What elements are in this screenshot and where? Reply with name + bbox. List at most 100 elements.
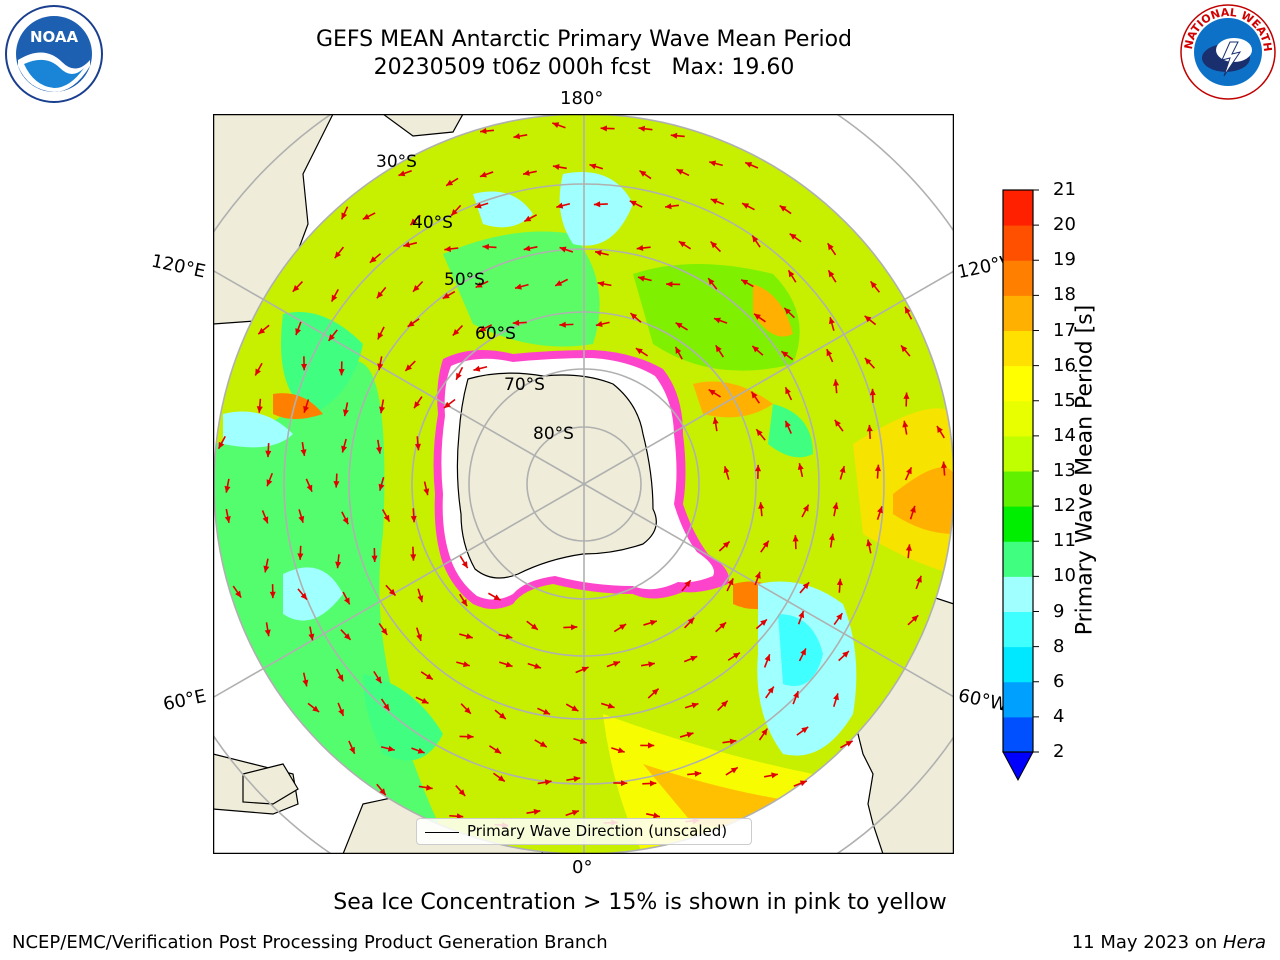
wave-arrow-head xyxy=(480,127,487,135)
wave-arrow-head xyxy=(383,703,390,711)
wave-arrow-head xyxy=(675,346,682,354)
wave-arrow-head xyxy=(589,163,597,170)
wave-arrow-head xyxy=(802,582,810,590)
wave-arrow-head xyxy=(342,517,349,525)
wave-arrow-head xyxy=(571,705,579,712)
wave-arrow-head xyxy=(767,686,774,694)
wave-arrow-head xyxy=(559,246,567,253)
sea-ice-caption: Sea Ice Concentration > 15% is shown in … xyxy=(333,890,947,915)
wave-arrow-head xyxy=(613,661,620,667)
wave-arrow-head xyxy=(678,241,686,248)
wave-arrow-head xyxy=(539,741,547,748)
wave-arrow-head xyxy=(764,654,771,662)
lon-label-180: 180° xyxy=(560,88,604,109)
wave-arrow-head xyxy=(456,372,462,380)
wave-arrow-head xyxy=(752,235,759,243)
wave-arrow-head xyxy=(308,633,315,641)
wave-arrow-head xyxy=(479,171,487,178)
wave-arrow-head xyxy=(715,345,722,353)
wave-arrow-head xyxy=(789,233,797,240)
wave-arrow-head xyxy=(785,387,791,395)
wave-arrow-head xyxy=(579,738,587,744)
wave-arrow-head xyxy=(754,571,761,579)
lat-label-80s: 80°S xyxy=(533,424,574,444)
wave-arrow-head xyxy=(833,693,839,701)
wave-arrow-head xyxy=(256,406,263,413)
noaa-logo: NOAA xyxy=(5,5,103,103)
wave-arrow-head xyxy=(788,270,795,278)
wave-arrow-head xyxy=(745,162,753,168)
wave-arrow-head xyxy=(255,368,261,376)
wave-arrow-head xyxy=(832,379,840,386)
wave-arrow-head xyxy=(826,349,833,357)
wave-arrow-head xyxy=(636,244,644,252)
wave-arrow-head xyxy=(473,365,481,372)
wave-arrow-head xyxy=(300,592,307,600)
wave-arrow-head xyxy=(297,553,304,560)
colorbar-segment xyxy=(1003,716,1033,753)
wave-arrow-head xyxy=(410,218,417,226)
wave-arrow-head xyxy=(377,332,384,340)
wave-arrow-head xyxy=(593,201,601,208)
wave-arrow-head xyxy=(543,708,551,715)
wave-arrow-head xyxy=(479,325,487,332)
chart-title: GEFS MEAN Antarctic Primary Wave Mean Pe… xyxy=(315,27,853,52)
wave-arrow-head xyxy=(686,731,694,738)
wave-arrow-head xyxy=(338,369,345,376)
wave-arrow-head xyxy=(639,170,647,177)
wave-arrow-head xyxy=(836,578,843,586)
lon-label-60e: 60°E xyxy=(161,685,208,716)
wave-arrow-head xyxy=(760,619,767,626)
wave-arrow-head xyxy=(266,479,273,487)
wave-arrow-head xyxy=(405,364,413,371)
wave-arrow-head xyxy=(828,533,835,541)
lat-label-70s: 70°S xyxy=(504,375,545,395)
wave-arrow-head xyxy=(653,812,660,819)
wave-arrow-head xyxy=(337,674,344,682)
wave-arrow-head xyxy=(494,747,502,754)
wave-arrow-head xyxy=(708,278,715,285)
wave-arrow-head xyxy=(607,702,615,709)
wave-arrow-head xyxy=(461,561,468,569)
wave-arrow-head xyxy=(377,363,384,371)
wave-arrow-head xyxy=(730,767,738,774)
colorbar-tick-label: 17 xyxy=(1053,319,1076,341)
wave-arrow-head xyxy=(905,544,912,551)
colorbar-tick-label: 9 xyxy=(1053,600,1065,622)
wave-arrow-head xyxy=(523,245,531,252)
colorbar-tick-label: 11 xyxy=(1053,530,1076,552)
wave-arrow-head xyxy=(218,441,225,449)
wave-arrow-head xyxy=(383,514,390,522)
wave-arrow-head xyxy=(798,611,805,619)
wave-arrow-head xyxy=(442,292,450,299)
colorbar-tick-label: 8 xyxy=(1053,635,1065,657)
wave-arrow-head xyxy=(675,322,683,329)
colorbar-segment xyxy=(1003,506,1033,542)
wave-arrow-head xyxy=(381,627,388,635)
wave-arrow-head xyxy=(533,808,541,815)
wave-arrow-head xyxy=(306,484,313,492)
wave-arrow-head xyxy=(263,565,270,573)
wave-arrow-head xyxy=(534,663,542,669)
lon-label-120e: 120°E xyxy=(149,250,208,283)
wave-arrow-head xyxy=(729,738,737,745)
wave-arrow-head xyxy=(864,315,872,323)
wave-arrow-head xyxy=(524,215,532,222)
wave-arrow-head xyxy=(797,463,804,470)
wave-arrow-head xyxy=(224,485,231,493)
chart-subtitle: 20230509 t06z 000h fcst Max: 19.60 xyxy=(373,55,795,80)
wave-arrow-head xyxy=(635,348,643,355)
wave-arrow-head xyxy=(916,575,922,583)
wave-arrow-head xyxy=(465,633,473,640)
wave-arrow-head xyxy=(265,450,272,458)
wave-arrow-head xyxy=(375,676,382,684)
wave-arrow-head xyxy=(512,319,520,326)
wave-arrow-head xyxy=(556,202,564,209)
wave-arrow-head xyxy=(378,483,385,491)
colorbar-segment xyxy=(1003,681,1033,718)
wave-arrow-head xyxy=(338,708,344,716)
wave-arrow-head xyxy=(637,275,645,282)
wave-arrow-head xyxy=(649,619,657,626)
colorbar-tick-label: 10 xyxy=(1053,565,1076,587)
wave-arrow-head xyxy=(676,169,684,175)
